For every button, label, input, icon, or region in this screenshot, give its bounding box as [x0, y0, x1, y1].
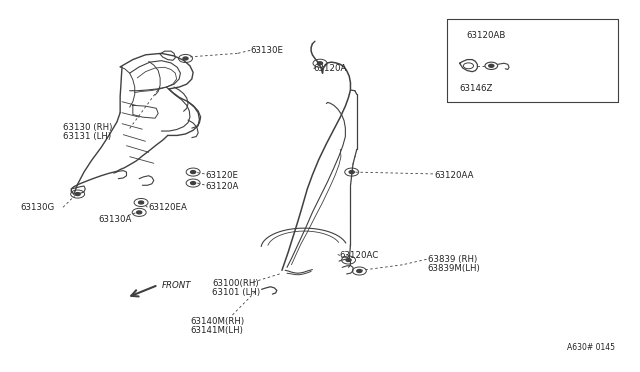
Text: 63120AA: 63120AA — [434, 170, 474, 180]
Circle shape — [191, 182, 196, 185]
Text: 63101 (LH): 63101 (LH) — [212, 288, 260, 297]
Circle shape — [75, 193, 80, 196]
Text: 63120EA: 63120EA — [148, 203, 188, 212]
Circle shape — [489, 64, 494, 67]
Text: 63130A: 63130A — [98, 215, 131, 224]
Circle shape — [356, 270, 362, 272]
Circle shape — [137, 211, 141, 214]
Text: 63120AC: 63120AC — [339, 251, 378, 260]
Text: 63130E: 63130E — [250, 46, 284, 55]
Circle shape — [191, 171, 196, 174]
Text: 63839 (RH): 63839 (RH) — [428, 255, 477, 264]
Text: 63130 (RH): 63130 (RH) — [63, 123, 113, 132]
Text: FRONT: FRONT — [161, 281, 191, 290]
Circle shape — [317, 62, 323, 65]
Text: 63120E: 63120E — [206, 170, 239, 180]
Text: 63140M(RH): 63140M(RH) — [190, 317, 244, 326]
Text: 63141M(LH): 63141M(LH) — [190, 326, 243, 335]
Text: 63130G: 63130G — [20, 203, 55, 212]
Circle shape — [138, 201, 143, 204]
Text: 63100(RH): 63100(RH) — [212, 279, 259, 288]
Text: 63146Z: 63146Z — [460, 84, 493, 93]
Text: A630# 0145: A630# 0145 — [567, 343, 615, 352]
Text: 63131 (LH): 63131 (LH) — [63, 132, 111, 141]
Text: 63120AB: 63120AB — [466, 31, 506, 40]
Text: 63120A: 63120A — [314, 64, 347, 73]
Circle shape — [183, 57, 188, 60]
Text: 63839M(LH): 63839M(LH) — [428, 264, 481, 273]
Text: 63120A: 63120A — [206, 182, 239, 190]
Circle shape — [346, 259, 351, 262]
Circle shape — [349, 171, 355, 174]
